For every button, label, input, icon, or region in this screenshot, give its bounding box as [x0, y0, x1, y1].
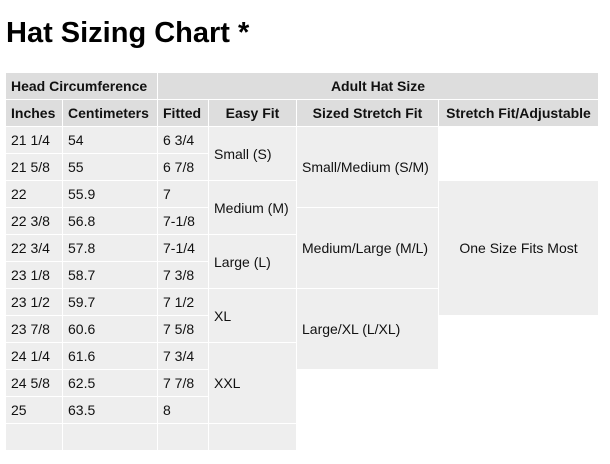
table-cell: [63, 424, 157, 450]
table-cell: 55: [63, 154, 157, 180]
table-cell: 59.7: [63, 289, 157, 315]
table-cell: 7 5/8: [158, 316, 208, 342]
table-cell: 61.6: [63, 343, 157, 369]
table-cell: 6 3/4: [158, 127, 208, 153]
group-header-adult-hat-size: Adult Hat Size: [158, 73, 598, 99]
table-cell: 63.5: [63, 397, 157, 423]
easy-fit-cell: XXL: [209, 343, 296, 423]
sized-stretch-fit-cell: Small/Medium (S/M): [297, 127, 438, 207]
table-cell: 23 7/8: [6, 316, 62, 342]
table-cell: 7-1/4: [158, 235, 208, 261]
table-cell: 60.6: [63, 316, 157, 342]
sized-stretch-fit-cell: Large/XL (L/XL): [297, 289, 438, 369]
table-cell: 7 1/2: [158, 289, 208, 315]
sized-stretch-fit-cell: Medium/Large (M/L): [297, 208, 438, 288]
column-header: Inches: [6, 100, 62, 126]
table-cell: 54: [63, 127, 157, 153]
easy-fit-cell: Small (S): [209, 127, 296, 180]
table-cell: 57.8: [63, 235, 157, 261]
table-cell: 7 7/8: [158, 370, 208, 396]
table-cell: 55.9: [63, 181, 157, 207]
table-cell: 56.8: [63, 208, 157, 234]
table-cell: 7: [158, 181, 208, 207]
table-cell: 21 5/8: [6, 154, 62, 180]
table-cell: [158, 424, 208, 450]
table-cell: 23 1/8: [6, 262, 62, 288]
stretch-fit-adjustable-cell: One Size Fits Most: [439, 181, 598, 315]
table-cell: 22 3/4: [6, 235, 62, 261]
column-header: Stretch Fit/Adjustable: [439, 100, 598, 126]
easy-fit-cell: XL: [209, 289, 296, 342]
group-header-head-circumference: Head Circumference: [6, 73, 157, 99]
table-cell: 24 5/8: [6, 370, 62, 396]
table-cell: 21 1/4: [6, 127, 62, 153]
table-cell: 7 3/4: [158, 343, 208, 369]
column-header: Fitted: [158, 100, 208, 126]
table-cell: 22 3/8: [6, 208, 62, 234]
table-cell: 25: [6, 397, 62, 423]
table-cell: 8: [158, 397, 208, 423]
table-cell: 23 1/2: [6, 289, 62, 315]
easy-fit-cell: Medium (M): [209, 181, 296, 234]
column-header: Easy Fit: [209, 100, 296, 126]
table-cell: [6, 424, 62, 450]
easy-fit-cell: [209, 424, 296, 450]
column-header: Centimeters: [63, 100, 157, 126]
column-header: Sized Stretch Fit: [297, 100, 438, 126]
table-cell: 7-1/8: [158, 208, 208, 234]
table-cell: 62.5: [63, 370, 157, 396]
table-cell: 58.7: [63, 262, 157, 288]
page-title: Hat Sizing Chart *: [6, 17, 250, 49]
table-cell: 6 7/8: [158, 154, 208, 180]
easy-fit-cell: Large (L): [209, 235, 296, 288]
table-cell: 22: [6, 181, 62, 207]
table-cell: 7 3/8: [158, 262, 208, 288]
table-cell: 24 1/4: [6, 343, 62, 369]
